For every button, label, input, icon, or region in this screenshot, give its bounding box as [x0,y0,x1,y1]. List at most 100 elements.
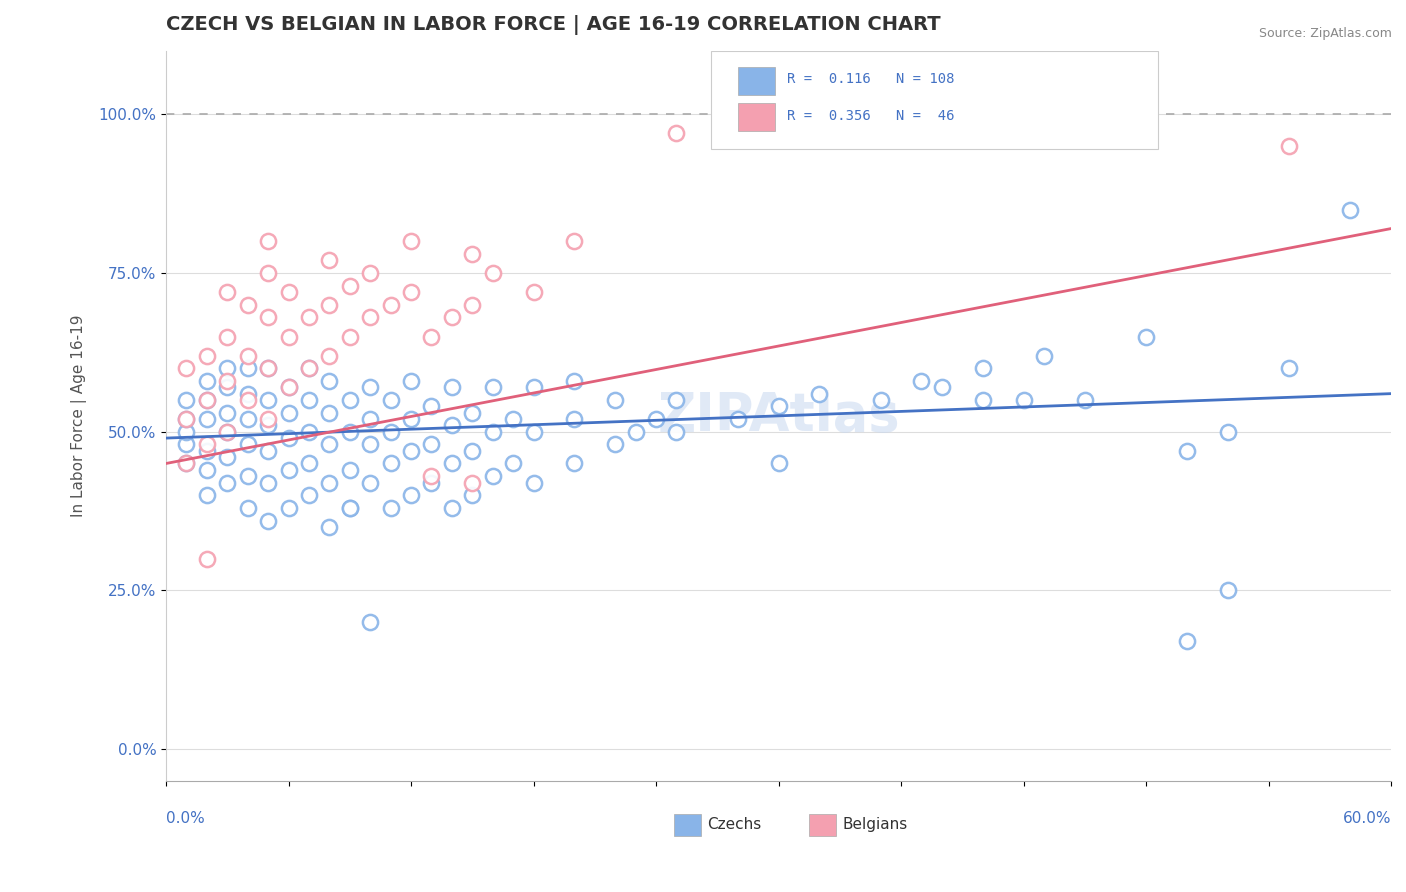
Point [298,361,321,376]
Point [399,374,422,388]
Point [339,392,361,407]
FancyBboxPatch shape [738,67,775,95]
Point [440,457,463,471]
Point [298,457,321,471]
Point [522,285,544,299]
Point [645,412,668,426]
Point [318,253,340,268]
Point [910,374,932,388]
Point [257,310,280,325]
Point [236,392,259,407]
Point [318,374,340,388]
Text: Czechs: Czechs [707,817,762,832]
Point [339,278,361,293]
Point [931,380,953,394]
Point [1278,361,1301,376]
Point [298,392,321,407]
Point [236,469,259,483]
Point [440,310,463,325]
Point [339,500,361,515]
Text: R =  0.116   N = 108: R = 0.116 N = 108 [787,72,955,87]
Point [277,500,299,515]
Point [1175,634,1198,648]
Point [195,488,218,502]
Point [195,392,218,407]
Point [257,234,280,248]
FancyBboxPatch shape [711,51,1159,149]
Point [277,431,299,445]
Point [399,443,422,458]
Point [522,475,544,490]
Point [176,392,198,407]
Point [277,406,299,420]
Point [420,329,443,343]
Point [176,412,198,426]
Point [481,425,503,439]
Point [236,298,259,312]
Point [1012,392,1035,407]
Text: Belgians: Belgians [842,817,907,832]
Point [257,475,280,490]
Point [380,425,402,439]
Point [176,361,198,376]
Point [420,469,443,483]
Point [461,298,484,312]
Point [318,520,340,534]
Point [1175,443,1198,458]
Point [236,361,259,376]
Point [440,418,463,433]
Point [768,457,790,471]
Point [257,418,280,433]
Point [972,361,994,376]
Point [522,380,544,394]
Point [399,234,422,248]
Point [236,437,259,451]
Point [972,392,994,407]
Point [768,400,790,414]
Point [257,392,280,407]
Point [339,500,361,515]
Point [869,392,891,407]
Point [176,425,198,439]
Point [481,266,503,280]
Point [236,500,259,515]
Point [380,500,402,515]
Point [1074,392,1097,407]
Point [318,349,340,363]
Point [1032,349,1054,363]
Point [298,488,321,502]
Point [1135,329,1157,343]
FancyBboxPatch shape [738,103,775,131]
Point [564,374,586,388]
Point [217,374,239,388]
Point [624,425,647,439]
Point [399,285,422,299]
Point [217,475,239,490]
Y-axis label: In Labor Force | Age 16-19: In Labor Force | Age 16-19 [72,315,87,517]
Point [420,475,443,490]
Point [564,412,586,426]
Point [217,380,239,394]
Point [195,443,218,458]
Point [481,469,503,483]
Point [277,380,299,394]
Point [502,412,524,426]
Point [277,463,299,477]
Point [1339,202,1361,217]
Point [1278,139,1301,153]
Point [522,425,544,439]
Point [339,463,361,477]
Point [176,457,198,471]
Point [440,500,463,515]
Point [461,443,484,458]
Text: 0.0%: 0.0% [166,812,205,827]
Point [257,443,280,458]
Point [257,361,280,376]
Point [1216,425,1239,439]
Point [217,406,239,420]
Point [564,457,586,471]
Point [195,463,218,477]
Point [277,285,299,299]
Point [257,514,280,528]
Point [380,298,402,312]
